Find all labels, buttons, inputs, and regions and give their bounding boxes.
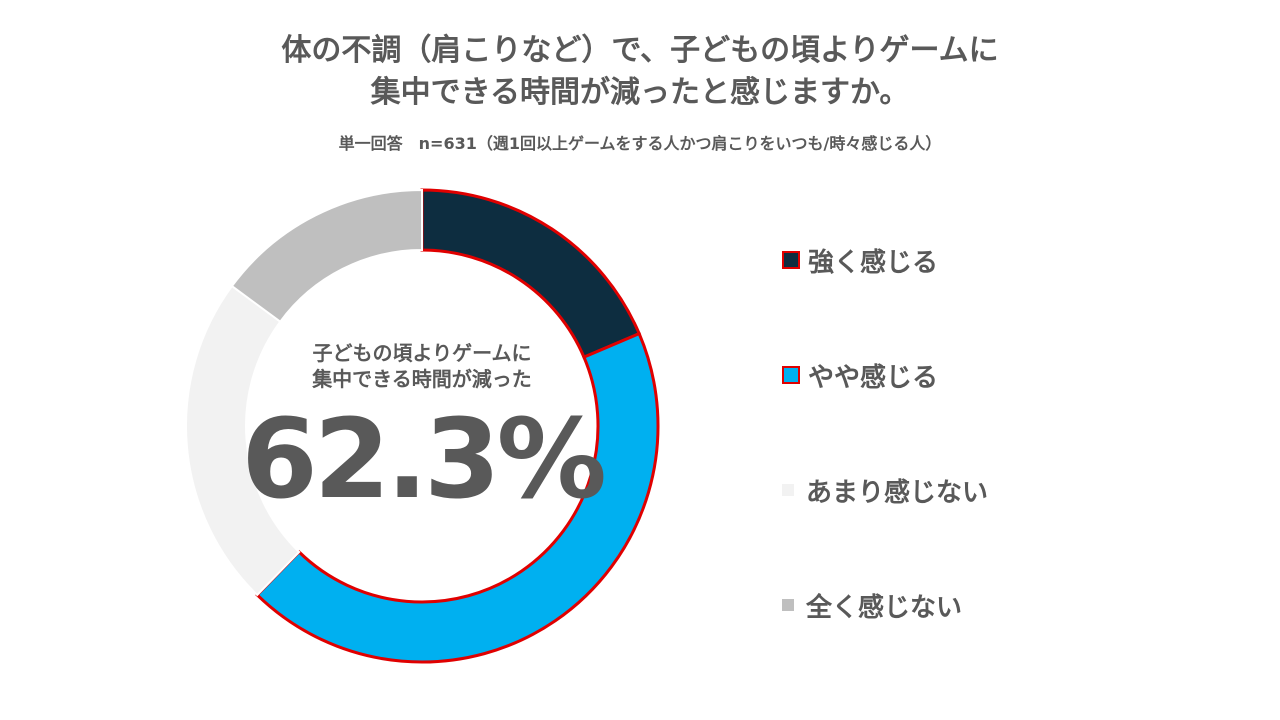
legend-label-0: 強く感じる (808, 247, 939, 278)
legend-label-1: やや感じる (808, 362, 939, 393)
legend-label-2: あまり感じない (806, 477, 989, 508)
center-value: 62.3% (241, 395, 607, 523)
legend-item-2: あまり感じない (782, 470, 988, 510)
center-label-line1: 子どもの頃よりゲームに (312, 341, 532, 365)
legend-item-0: 強く感じる (782, 240, 988, 280)
legend-item-3: 全く感じない (782, 585, 988, 625)
donut-slice-1 (255, 331, 660, 664)
donut-slice-0 (420, 188, 642, 360)
center-label-line2: 集中できる時間が減った (312, 367, 532, 391)
legend-swatch-1 (782, 366, 800, 384)
donut-slice-3 (230, 188, 423, 324)
chart-subtitle: 単一回答 n=631（週1回以上ゲームをする人かつ肩こりをいつも/時々感じる人） (338, 134, 942, 153)
chart-title-line2: 集中できる時間が減ったと感じますか。 (370, 75, 910, 110)
legend-label-3: 全く感じない (806, 592, 963, 623)
center-label: 子どもの頃よりゲームに 集中できる時間が減った (272, 340, 572, 392)
legend-item-1: やや感じる (782, 355, 988, 395)
chart-legend: 強く感じるやや感じるあまり感じない 全く感じない (782, 240, 988, 700)
chart-title-line1: 体の不調（肩こりなど）で、子どもの頃よりゲームに (281, 33, 999, 68)
chart-title: 体の不調（肩こりなど）で、子どもの頃よりゲームに 集中できる時間が減ったと感じま… (0, 30, 1280, 114)
legend-swatch-3 (782, 599, 794, 611)
legend-swatch-0 (782, 251, 800, 269)
legend-swatch-2 (782, 484, 794, 496)
